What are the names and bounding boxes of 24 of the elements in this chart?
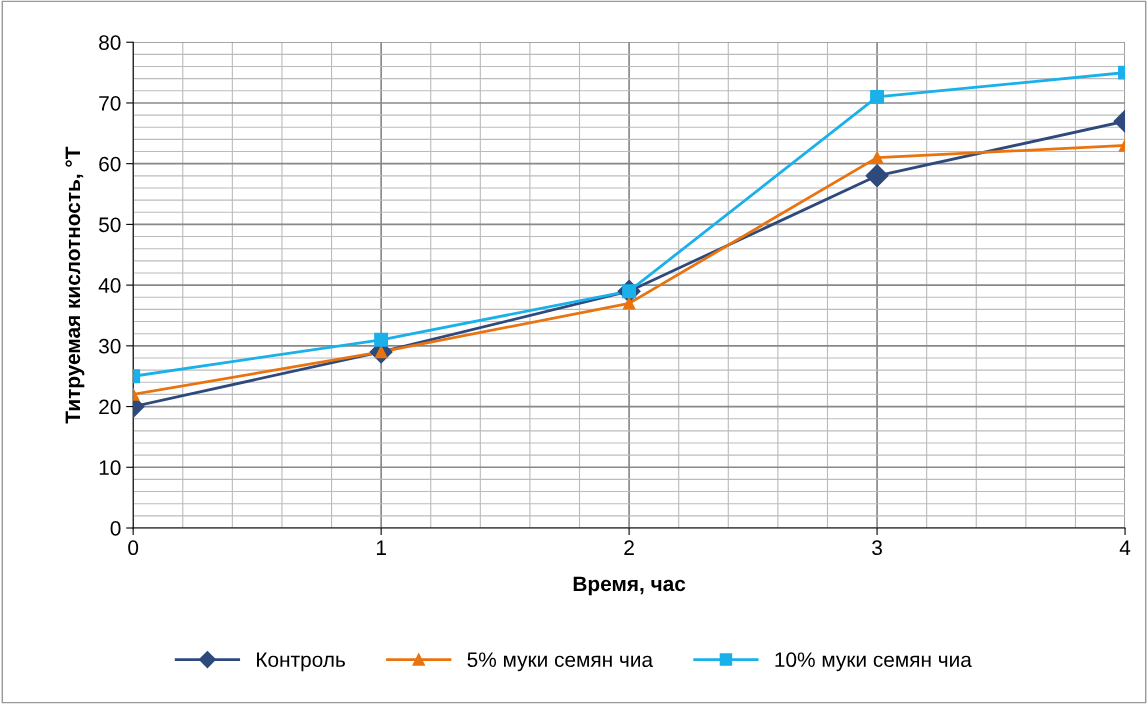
legend-label: Контроль — [257, 652, 345, 672]
y-tick-label: 70 — [99, 95, 121, 111]
y-tick-label: 0 — [110, 521, 121, 536]
x-tick-label: 0 — [128, 540, 139, 556]
point — [865, 164, 889, 188]
y-tick-label: 20 — [99, 399, 121, 415]
point — [870, 89, 885, 104]
point — [870, 151, 884, 164]
y-tick-label: 80 — [99, 35, 121, 50]
x-axis-title: Время, час — [573, 576, 686, 596]
y-tick-label: 50 — [99, 217, 121, 233]
point — [622, 297, 636, 310]
legend-label: 5% муки семян чиа — [467, 652, 654, 672]
legend-label: 10% муки семян чиа — [775, 652, 972, 672]
y-axis-title: Титруемая кислотность, °Т — [65, 146, 85, 424]
x-tick-label: 1 — [376, 540, 386, 555]
x-tick-label: 4 — [1119, 540, 1131, 555]
x-tick-label: 2 — [624, 540, 634, 555]
point — [374, 332, 389, 347]
y-tick-label: 60 — [99, 156, 121, 172]
y-tick-label: 40 — [98, 278, 121, 293]
y-tick-label: 10 — [99, 460, 121, 476]
y-tick-label: 30 — [98, 338, 121, 354]
x-tick-label: 3 — [872, 540, 882, 556]
